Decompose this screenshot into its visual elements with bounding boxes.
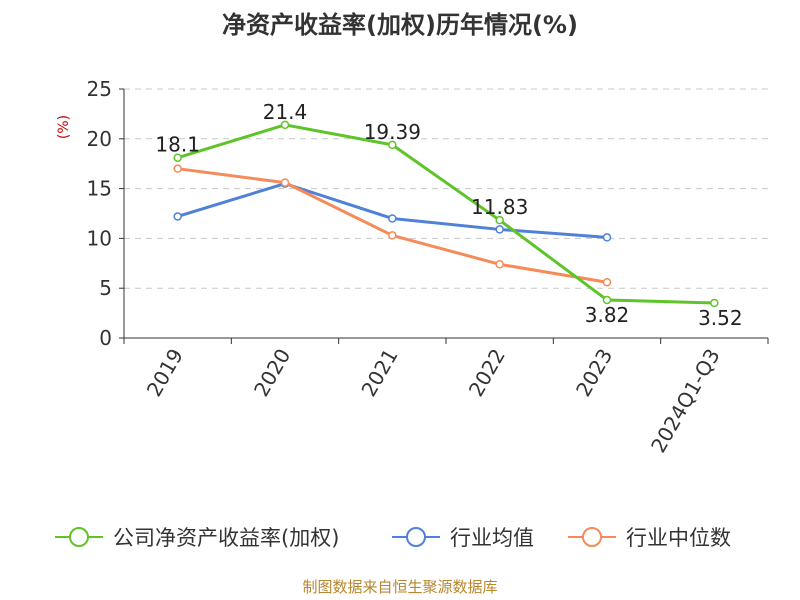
series-line [178, 125, 715, 303]
x-tick-label: 2023 [571, 345, 617, 401]
data-point [174, 165, 181, 172]
data-point [389, 232, 396, 239]
x-tick-label: 2021 [356, 345, 402, 401]
data-point [389, 215, 396, 222]
y-axis-label: (%) [56, 115, 72, 139]
x-tick-label: 2019 [142, 345, 188, 401]
data-point [604, 234, 611, 241]
x-tick-label: 2020 [249, 345, 295, 401]
data-point [604, 279, 611, 286]
legend-item: 行业中位数 [568, 526, 731, 550]
x-tick-label: 2022 [464, 344, 510, 400]
y-tick-label: 0 [99, 326, 112, 350]
data-point [496, 226, 503, 233]
data-point [282, 179, 289, 186]
data-label: 3.52 [698, 306, 743, 330]
legend-marker [407, 528, 425, 546]
legend-marker [70, 528, 88, 546]
x-tick-label: 2024Q1-Q3 [646, 345, 725, 457]
series-lines [174, 121, 718, 306]
legend-label: 行业中位数 [626, 526, 731, 550]
data-label: 21.4 [263, 100, 308, 124]
y-tick-label: 15 [87, 177, 112, 201]
data-label: 11.83 [471, 195, 528, 219]
data-label: 3.82 [585, 303, 630, 327]
series-line [178, 184, 607, 238]
data-labels: 18.1 21.4 19.39 11.83 3.82 3.52 [155, 100, 742, 330]
y-tick-label: 5 [99, 276, 112, 300]
series-line [178, 169, 607, 283]
data-point [174, 213, 181, 220]
y-tick-label: 10 [87, 226, 112, 250]
data-point [496, 261, 503, 268]
y-tick-label: 20 [87, 127, 112, 151]
source-note: 制图数据来自恒生聚源数据库 [0, 576, 800, 597]
legend: 公司净资产收益率(加权) 行业均值 行业中位数 [55, 526, 731, 550]
legend-item: 行业均值 [392, 526, 534, 550]
gridlines [124, 89, 768, 288]
y-tick-label: 25 [87, 77, 112, 101]
legend-marker [583, 528, 601, 546]
line-chart: 05101520252019 2020 2021 2022 2023 2024Q1-Q3 … [0, 0, 800, 600]
data-label: 18.1 [155, 133, 200, 157]
legend-label: 公司净资产收益率(加权) [113, 526, 339, 550]
legend-item: 公司净资产收益率(加权) [55, 526, 339, 550]
data-label: 19.39 [364, 120, 421, 144]
legend-label: 行业均值 [450, 526, 534, 550]
